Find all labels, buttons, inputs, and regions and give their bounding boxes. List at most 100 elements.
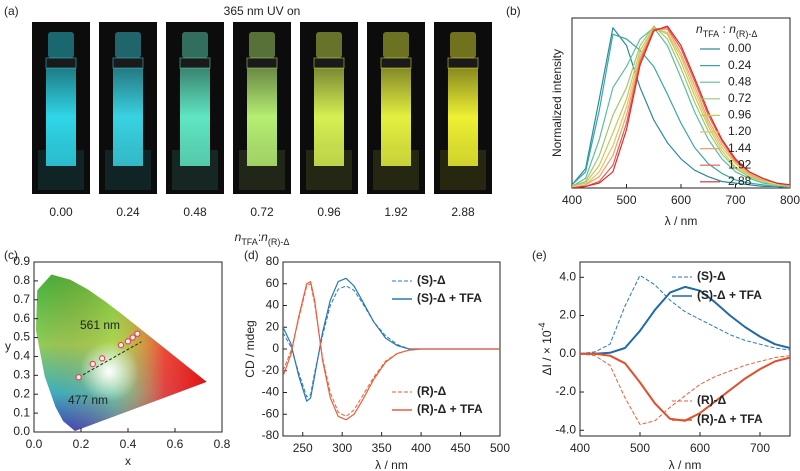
line-series [572,25,790,187]
vial-cap [383,32,409,58]
legend-label: (S)-Δ [697,269,726,283]
legend-label: (R)-Δ + TFA [417,402,483,416]
line-series [283,283,500,417]
sample-label: 1.92 [384,205,408,219]
y-tick-label: 0.9 [13,254,30,268]
y-tick-label: -20 [262,363,280,377]
y-tick-label: 0.4 [13,349,30,363]
x-tick-label: 0.8 [214,437,231,451]
sample-label: 2.88 [451,205,475,219]
x-tick-label: 400 [411,441,431,455]
x-tick-label: 700 [750,441,770,455]
vial-cap [115,32,141,58]
cie-point [117,341,125,349]
x-tick-label: 800 [780,193,800,207]
sample-label: 0.72 [250,205,274,219]
legend-label: (S)-Δ + TFA [417,291,482,305]
photo-x-label-part: (R)-Δ [268,237,290,247]
y-tick-label: -2.0 [555,384,576,398]
annotation: 561 nm [80,318,120,332]
vial [180,68,210,166]
photo-x-label-part: TFA [241,237,258,247]
x-tick-label: 700 [725,193,745,207]
y-tick-label: 0.5 [13,330,30,344]
y-tick-label: -4.0 [555,422,576,436]
y-tick-label: 4.0 [559,269,576,283]
x-tick-label: 0.4 [120,437,137,451]
y-tick-label: 0.1 [13,405,30,419]
vial-cap [249,32,275,58]
line-series [580,285,790,355]
cie-point [89,360,96,368]
y-tick-label: 0.7 [13,292,30,306]
legend-label: 0.48 [728,74,752,88]
y-tick-label: 60 [266,276,280,290]
legend-label: (S)-Δ [417,273,446,287]
x-tick-label: 350 [372,441,392,455]
line-series [572,33,790,187]
line-series [572,27,790,188]
panel-label: (b) [506,4,521,18]
cie-point [129,334,136,341]
legend-label: 0.72 [728,91,752,105]
vial [448,68,478,166]
vial [381,68,411,166]
cie-diagram [35,274,207,432]
y-tick-label: -40 [262,385,280,399]
sample-label: 0.96 [317,205,341,219]
y-tick-label: 0.2 [13,386,30,400]
legend-label: 1.20 [728,124,752,138]
photo-x-label-part: n [235,230,242,244]
y-tick-label: 0.0 [13,424,30,438]
panel-label: (a) [4,4,19,18]
y-axis-label: ΔI / × 10-4 [537,322,554,375]
x-axis-label: x [125,454,131,468]
x-tick-label: 500 [630,441,650,455]
panel-label: (c) [4,248,18,262]
legend-title-part: TFA [703,29,720,39]
panel-label: (d) [244,248,259,262]
legend-label: (S)-Δ + TFA [697,288,762,302]
legend-label: (R)-Δ + TFA [697,412,763,426]
plot-frame [579,261,791,437]
legend-label: (R)-Δ [697,393,727,407]
legend-label: 0.00 [728,41,752,55]
annotation: 477 nm [68,393,108,407]
vial-neck [179,57,211,69]
line-series [572,25,790,188]
cie-white [79,341,140,402]
x-tick-label: 500 [616,193,636,207]
line-series [572,27,790,188]
x-tick-label: 600 [671,193,691,207]
legend-title-part: : [719,22,729,36]
cie-point [124,338,132,345]
cie-point [98,355,106,362]
x-tick-label: 250 [293,441,313,455]
legend-label: 1.44 [728,141,752,155]
x-axis-label: λ / nm [375,458,408,471]
photo-x-label: nTFA:n(R)-Δ [235,230,290,247]
vial-neck [112,57,144,69]
vial-cap [450,32,476,58]
vial [247,68,277,166]
legend-title: nTFA : n(R)-Δ [696,22,757,39]
legend-title-part: n [696,22,703,36]
vial-neck [313,57,345,69]
series-group [572,25,790,188]
cie-point [134,330,141,337]
line-series [580,274,790,355]
line-series [572,27,790,188]
series-group [283,277,500,421]
legend-title-part: (R)-Δ [736,29,758,39]
cie-point [75,374,82,381]
x-axis-label: λ / nm [669,458,702,471]
y-tick-label: 2.0 [559,308,576,322]
legend-label: 0.96 [728,108,752,122]
y-tick-label: 0.8 [13,273,30,287]
series-group [580,274,790,425]
x-tick-label: 400 [562,193,582,207]
line-series [580,353,790,425]
y-tick-label: 0 [272,341,279,355]
x-tick-label: 0.6 [167,437,184,451]
